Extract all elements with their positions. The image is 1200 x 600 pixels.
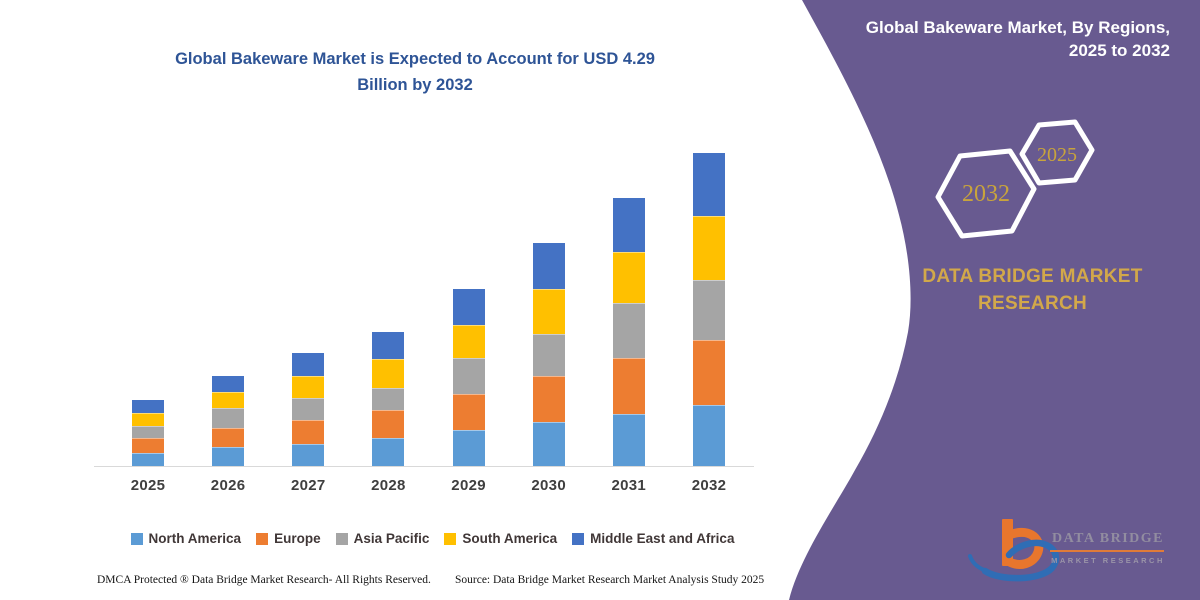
- bar-segment-south-america-2032: [693, 215, 725, 280]
- bar-segment-middle-east-and-africa-2026: [212, 375, 245, 392]
- bar-segment-middle-east-and-africa-2025: [132, 399, 164, 413]
- hexagon-year-2032: 2032: [962, 181, 1010, 207]
- bar-segment-europe-2029: [452, 394, 485, 431]
- legend-swatch-icon: [444, 532, 457, 545]
- bar-segment-europe-2030: [532, 375, 565, 422]
- logo-underline: [1050, 550, 1164, 552]
- data-bridge-logo-icon: [968, 519, 1060, 582]
- bar-segment-europe-2032: [693, 339, 725, 405]
- legend-swatch-icon: [130, 532, 143, 545]
- brand-wordmark-line2: RESEARCH: [977, 293, 1088, 314]
- bar-segment-middle-east-and-africa-2027: [292, 353, 325, 376]
- bar-segment-asia-pacific-2028: [372, 387, 405, 411]
- stacked-bar-2032: [693, 153, 725, 466]
- bar-segment-south-america-2025: [132, 412, 164, 427]
- bar-segment-north-america-2027: [292, 443, 325, 466]
- bar-segment-middle-east-and-africa-2030: [532, 242, 565, 289]
- x-axis-label-2032: 2032: [691, 477, 727, 494]
- legend-swatch-icon: [335, 532, 348, 545]
- legend-item-asia-pacific: Asia Pacific: [335, 531, 430, 546]
- bar-segment-asia-pacific-2025: [132, 426, 164, 438]
- legend-swatch-icon: [572, 532, 585, 545]
- bar-segment-europe-2026: [212, 428, 245, 448]
- bar-segment-south-america-2031: [612, 252, 645, 304]
- bar-segment-north-america-2030: [532, 421, 565, 466]
- x-axis-label-2026: 2026: [210, 477, 246, 494]
- legend-item-south-america: South America: [444, 531, 557, 546]
- bar-segment-europe-2025: [132, 437, 164, 453]
- bar-segment-europe-2027: [292, 420, 325, 444]
- side-panel-title-line2: 2025 to 2032: [1068, 41, 1170, 60]
- footer-source-text: Source: Data Bridge Market Research Mark…: [455, 574, 765, 586]
- bar-segment-asia-pacific-2026: [212, 407, 245, 429]
- stacked-bar-2025: [132, 399, 164, 466]
- bar-segment-middle-east-and-africa-2029: [452, 289, 485, 326]
- chart-title: Global Bakeware Market is Expected to Ac…: [100, 46, 730, 98]
- stacked-bar-2029: [452, 289, 485, 466]
- x-axis-line: [94, 466, 754, 467]
- legend-label: Asia Pacific: [353, 531, 430, 546]
- legend-item-middle-east-and-africa: Middle East and Africa: [572, 531, 734, 546]
- stacked-bar-2031: [612, 198, 645, 466]
- x-axis-label-2025: 2025: [130, 477, 166, 494]
- bar-segment-north-america-2031: [612, 413, 645, 466]
- footer-dmca-text: DMCA Protected ® Data Bridge Market Rese…: [97, 574, 431, 586]
- bar-segment-middle-east-and-africa-2028: [372, 331, 405, 360]
- legend-item-europe: Europe: [256, 531, 321, 546]
- x-axis-label-2029: 2029: [451, 477, 486, 494]
- bar-segment-asia-pacific-2027: [292, 398, 325, 421]
- brand-wordmark-line1: DATA BRIDGE MARKET: [922, 266, 1143, 287]
- x-axis-label-2027: 2027: [291, 477, 326, 494]
- bar-segment-south-america-2026: [212, 391, 245, 408]
- bar-segment-europe-2028: [372, 410, 405, 438]
- x-axis-label-2031: 2031: [611, 477, 647, 494]
- legend: North America Europe Asia Pacific South Ame…: [95, 531, 770, 546]
- bar-segment-middle-east-and-africa-2031: [612, 198, 645, 253]
- logo-name-text: DATA BRIDGE: [1051, 531, 1165, 546]
- stacked-bar-2026: [212, 375, 245, 466]
- bar-segment-south-america-2029: [452, 325, 485, 359]
- bar-segment-asia-pacific-2032: [693, 279, 725, 340]
- bar-segment-south-america-2030: [532, 288, 565, 334]
- x-axis-label-2028: 2028: [371, 477, 406, 494]
- legend-label: Middle East and Africa: [590, 531, 735, 546]
- stacked-bar-2030: [532, 242, 565, 466]
- x-axis-label-2030: 2030: [531, 477, 566, 494]
- stacked-bar-2028: [372, 331, 405, 466]
- bar-segment-europe-2031: [612, 358, 645, 414]
- legend-swatch-icon: [256, 532, 269, 545]
- hexagon-2025-outline: [1019, 119, 1095, 186]
- bar-segment-north-america-2026: [212, 447, 245, 466]
- hexagon-2032-outline: [935, 148, 1037, 239]
- bar-segment-south-america-2028: [372, 359, 405, 388]
- purple-swoosh-panel: [789, 0, 1200, 600]
- bar-segment-asia-pacific-2030: [532, 333, 565, 376]
- bar-segment-north-america-2032: [693, 404, 725, 466]
- bar-segment-asia-pacific-2029: [452, 358, 485, 395]
- legend-label: North America: [148, 531, 242, 546]
- bar-segment-north-america-2028: [372, 437, 405, 466]
- side-panel-title: Global Bakeware Market, By Regions, 2025…: [810, 16, 1170, 62]
- stacked-bar-2027: [292, 353, 325, 466]
- chart-title-line1: Global Bakeware Market is Expected to Ac…: [175, 50, 655, 68]
- chart-title-line2: Billion by 2032: [357, 76, 473, 94]
- bar-segment-south-america-2027: [292, 375, 325, 399]
- logo-subtitle-text: MARKET RESEARCH: [1051, 556, 1165, 565]
- legend-label: Europe: [274, 531, 321, 546]
- legend-label: South America: [462, 531, 558, 546]
- side-panel-title-line1: Global Bakeware Market, By Regions,: [865, 18, 1170, 37]
- legend-item-north-america: North America: [130, 531, 242, 546]
- bar-segment-asia-pacific-2031: [612, 303, 645, 359]
- brand-wordmark: DATA BRIDGE MARKET RESEARCH: [905, 263, 1160, 317]
- bar-segment-middle-east-and-africa-2032: [693, 153, 725, 216]
- hexagon-year-2025: 2025: [1037, 144, 1077, 166]
- bar-segment-north-america-2029: [452, 430, 485, 466]
- bar-segment-north-america-2025: [132, 452, 164, 466]
